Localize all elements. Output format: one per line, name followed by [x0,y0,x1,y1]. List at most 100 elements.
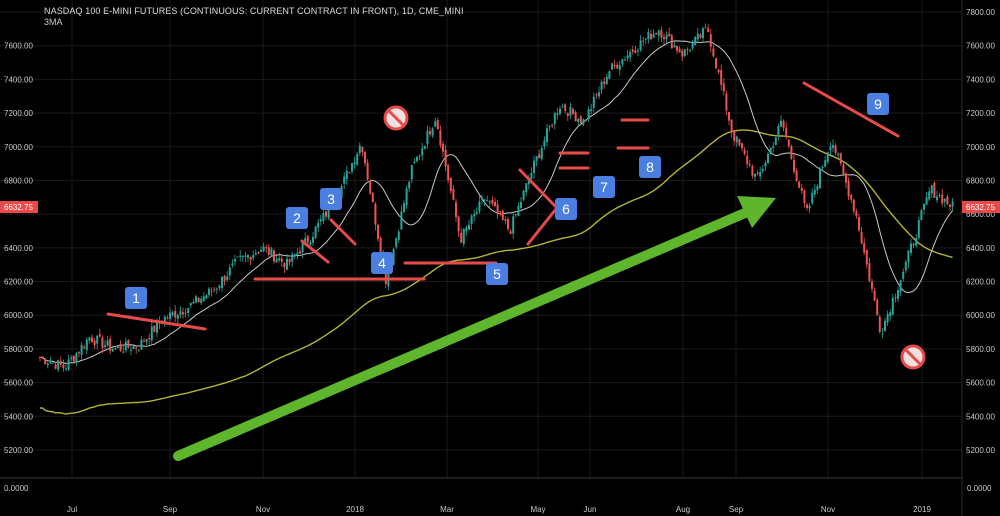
candle-body [821,167,824,169]
candle-body [793,159,795,172]
candle-body [78,352,80,354]
step-badge-label: 3 [327,191,335,207]
candle-body [803,190,806,203]
candle-body [572,108,574,114]
candle-body [280,258,283,262]
candle-body [343,176,346,184]
candle-body [80,344,83,356]
candle-body [364,152,366,164]
candle-body [491,199,494,204]
candle-body [800,187,803,192]
candle-body [933,182,936,198]
candle-body [891,297,894,315]
candle-body [561,106,564,108]
candle-body [509,231,512,235]
candle-body [460,232,463,243]
candle-body [808,205,811,209]
candle-body [496,204,499,214]
y-tick-left: 6400.00 [4,244,33,253]
candle-body [772,146,775,148]
candle-body [881,333,884,335]
candle-body [943,198,946,202]
candle-body [171,312,174,316]
candle-body [371,192,374,203]
candle-body [501,210,504,220]
candle-body [691,42,694,49]
candle-body [548,125,551,128]
candle-body [348,172,351,174]
candle-body [702,28,704,39]
y-tick-right: 7400.00 [966,75,995,84]
candle-body [915,237,918,246]
candle-body [143,340,145,342]
step-badge-label: 1 [132,290,140,306]
candle-body [590,109,593,111]
candle-body [904,261,907,271]
candle-body [283,263,286,268]
candle-body [520,201,522,209]
step-badge [486,263,508,285]
candle-body [306,235,309,243]
no-sign-slash [904,348,922,366]
right-price-axis: 7800.00 7600.00 7400.00 7200.00 7000.00 6800.… [966,8,995,455]
candle-body [878,316,881,333]
time-axis: Jul Sep Nov 2018 Mar May Jun Aug Sep Nov 2019 [67,505,932,514]
last-price-label-right: 6632.75 [966,203,995,212]
candle-body [137,349,140,351]
trendline-annotation [526,207,558,246]
candle-body [876,299,879,315]
candle-body [228,267,231,276]
candle-body [754,173,756,177]
candle-body [231,263,234,266]
candle-body [670,35,673,49]
uptrend-arrow-shaft [173,208,750,461]
candle-body [634,50,637,54]
y-tick-left: 6200.00 [4,278,33,287]
candle-body [751,166,754,176]
candle-body [278,258,281,261]
chart-title: NASDAQ 100 E-MINI FUTURES (CONTINUOUS: C… [44,6,464,16]
candle-body [293,254,296,256]
candle-body [483,199,486,201]
candle-body [556,113,559,115]
candle-body [106,340,109,346]
candle-body [897,290,899,299]
step-badge [593,176,615,198]
candle-body [626,55,629,59]
candle-body [839,153,842,164]
candle-body [834,145,837,154]
candle-body [644,38,647,40]
candle-body [46,363,49,366]
candle-body [117,346,119,349]
candle-body [223,276,226,281]
candle-body [434,121,437,127]
candle-body [481,198,483,200]
candle-body [499,211,502,213]
candle-body [447,165,450,181]
trendline-annotation [106,312,207,331]
candle-body [709,34,712,47]
candle-body [403,203,405,212]
candle-body [288,259,291,263]
candle-body [894,297,897,299]
candle-body [863,243,866,253]
candle-body [826,152,829,162]
candle-body [205,295,208,299]
candle-body [101,337,104,348]
candle-body [351,163,353,172]
candle-body [374,203,377,225]
candle-body [923,203,925,210]
candle-body [156,321,158,333]
candle-body [195,296,197,303]
candle-body [470,215,473,224]
y-tick-right: 7600.00 [966,42,995,51]
candle-body [725,93,728,111]
candle-body [699,34,702,38]
candle-body [314,226,317,239]
candle-body [408,181,411,189]
y-tick-right: 5400.00 [966,412,995,421]
candle-body [813,189,816,195]
candle-body [400,211,403,230]
grid [0,0,962,478]
